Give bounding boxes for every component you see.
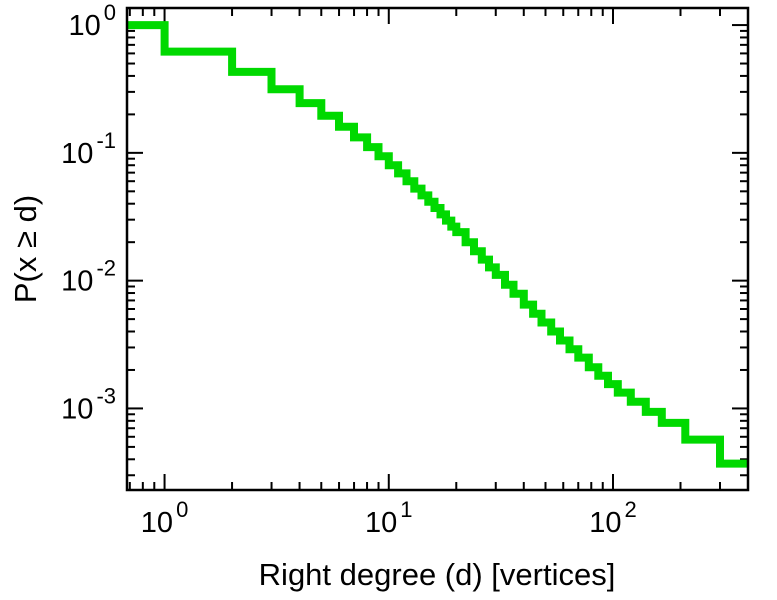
series-lines: [127, 21, 748, 468]
y-axis-label: P(x ≥ d): [8, 195, 43, 303]
y-tick-label: 10 -1: [61, 128, 116, 170]
x-tick-label: 10 1: [365, 497, 413, 539]
x-axis-label: Right degree (d) [vertices]: [259, 557, 616, 592]
x-tick-label: 10 0: [141, 497, 189, 539]
axis-ticks: [127, 8, 748, 490]
y-tick-label: 10 0: [68, 0, 116, 42]
y-tick-label: 10 -3: [61, 383, 116, 425]
x-tick-label: 10 2: [589, 497, 637, 539]
series-right-degree-ccdf: [127, 21, 748, 468]
plot-frame: [125, 6, 750, 492]
y-tick-label: 10 -2: [61, 256, 116, 298]
tick-labels: 10 0 10 1 10 2 10 0 10 -1 10 -2 10 -3: [61, 0, 637, 539]
